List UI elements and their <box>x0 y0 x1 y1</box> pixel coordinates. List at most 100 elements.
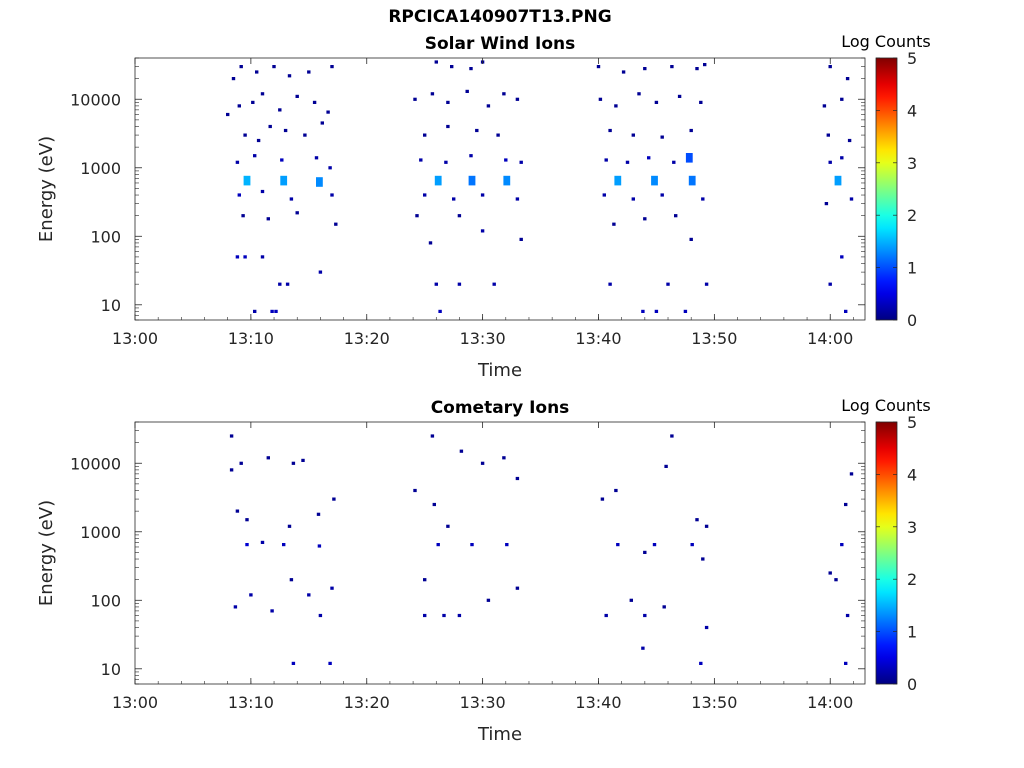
data-cell <box>840 543 844 547</box>
data-cell <box>231 77 236 81</box>
data-cell <box>502 92 506 96</box>
data-cell <box>413 97 417 101</box>
data-cell <box>637 92 641 96</box>
data-cell <box>480 229 485 233</box>
data-cell <box>612 222 616 226</box>
data-cell <box>515 97 520 101</box>
data-cell <box>670 434 674 438</box>
data-cell <box>824 202 829 206</box>
data-cell <box>280 158 284 162</box>
data-cell <box>631 133 635 137</box>
data-cell <box>285 282 290 286</box>
x-tick-label: 13:40 <box>575 329 621 348</box>
colorbar-tick-label: 5 <box>907 49 917 68</box>
data-cell <box>438 309 442 313</box>
data-cell <box>318 613 323 618</box>
data-cell <box>457 214 462 218</box>
data-cell <box>332 497 336 501</box>
data-cell <box>237 104 241 108</box>
colorbar-tick-label: 4 <box>907 101 917 120</box>
data-cell <box>295 211 299 215</box>
data-cell <box>229 434 234 438</box>
data-cell <box>685 153 693 163</box>
data-cell <box>672 160 676 164</box>
data-cell <box>419 158 423 162</box>
data-cell <box>229 468 234 472</box>
data-cell <box>268 124 272 129</box>
data-cell <box>608 282 612 286</box>
x-tick-label: 13:50 <box>691 329 737 348</box>
data-cell <box>235 255 240 259</box>
data-cell <box>701 197 705 201</box>
data-cell <box>241 214 245 218</box>
data-cell <box>430 92 435 96</box>
data-cell <box>664 464 668 468</box>
data-cell <box>629 598 633 602</box>
data-cell <box>434 282 438 286</box>
data-cell <box>457 613 462 618</box>
data-cell <box>444 160 448 164</box>
data-cell <box>701 557 705 561</box>
data-cell <box>317 544 322 548</box>
colorbar-tick-label: 2 <box>907 570 917 589</box>
data-cell <box>283 128 288 133</box>
data-cell <box>266 456 270 460</box>
data-cell <box>255 70 259 74</box>
data-cell <box>428 241 433 245</box>
data-cell <box>519 237 523 241</box>
data-cell <box>598 97 603 101</box>
data-cell <box>442 613 446 618</box>
data-cell <box>278 282 282 286</box>
data-cell <box>695 518 699 522</box>
data-cell <box>415 214 419 218</box>
data-cell <box>457 282 462 286</box>
data-cell <box>699 100 703 104</box>
data-cell <box>278 108 282 112</box>
data-cell <box>654 100 659 104</box>
colorbar-tick-label: 1 <box>907 623 917 642</box>
data-cell <box>480 461 485 465</box>
data-cell <box>677 94 682 98</box>
data-cell <box>434 60 438 64</box>
data-cell <box>822 104 827 108</box>
colorbar-label: Log Counts <box>841 396 931 415</box>
data-cell <box>272 65 276 69</box>
data-cell <box>695 67 699 71</box>
data-cell <box>434 175 442 186</box>
data-cell <box>330 193 334 197</box>
data-cell <box>503 175 511 186</box>
data-cell <box>237 193 241 197</box>
data-cell <box>643 550 647 554</box>
data-cell <box>291 461 296 465</box>
data-cell <box>666 282 670 286</box>
data-cell <box>596 65 601 69</box>
data-cell <box>689 237 693 241</box>
data-cell <box>470 543 474 547</box>
data-cell <box>660 193 664 197</box>
data-cell <box>828 160 832 164</box>
data-cell <box>291 661 296 665</box>
y-tick-label: 10000 <box>70 90 121 109</box>
data-cell <box>486 104 491 108</box>
data-cell <box>845 77 850 81</box>
data-cell <box>699 661 703 665</box>
data-cell <box>670 65 674 69</box>
data-cell <box>423 193 427 197</box>
data-cell <box>446 524 450 528</box>
data-cell <box>688 175 696 186</box>
data-cell <box>243 133 247 137</box>
data-cell <box>643 613 647 618</box>
data-cell <box>233 605 238 609</box>
y-tick-label: 10 <box>101 660 121 679</box>
data-cell <box>249 593 253 597</box>
data-cell <box>614 488 618 493</box>
data-cell <box>689 128 693 133</box>
data-cell <box>245 518 249 522</box>
data-cell <box>274 309 278 313</box>
data-cell <box>703 63 707 67</box>
data-cell <box>280 175 288 186</box>
data-cell <box>643 67 647 71</box>
data-cell <box>270 609 274 613</box>
y-tick-label: 1000 <box>80 159 121 178</box>
